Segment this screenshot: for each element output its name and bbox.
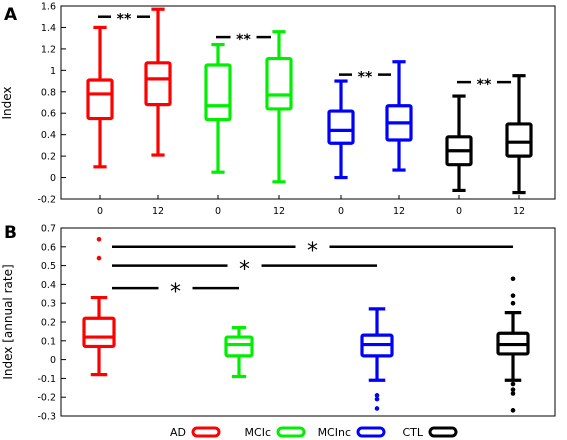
iqr-box (86, 78, 114, 121)
panel-b-ytick-label: 0.2 (41, 318, 56, 329)
legend-swatch (191, 426, 221, 438)
panel-b-ytick-label: -0.1 (37, 374, 56, 385)
legend-swatch (356, 426, 386, 438)
outlier-point (510, 391, 516, 396)
panel-a-ytick-label: 1.4 (41, 23, 56, 34)
panel-a-box-mcic (265, 30, 293, 184)
panel-b-ylabel: Index [annual rate] (1, 264, 15, 379)
outlier-point (510, 276, 516, 282)
panel-a-box-mcinc (385, 60, 413, 172)
panel-a-box-ad (86, 25, 114, 169)
iqr-box (327, 109, 355, 145)
sig-marker: ** (358, 70, 373, 86)
panel-b-boxes (82, 236, 530, 413)
panel-b-ytick-label: 0.6 (41, 242, 56, 253)
legend-item-ad: AD (170, 426, 221, 439)
outlier-point (510, 300, 516, 306)
sig-marker: ** (477, 77, 492, 93)
panel-a-box-ad (144, 7, 172, 157)
panel-b-letter: B (4, 223, 17, 243)
panel-a-ylabel: Index (0, 86, 14, 119)
panel-b-ytick-label: 0 (50, 355, 56, 366)
iqr-box (265, 56, 293, 111)
iqr-box (505, 122, 533, 158)
outlier-point (374, 393, 380, 398)
panel-a-ytick-label: 0 (50, 173, 56, 184)
panel-a-frame (60, 5, 556, 200)
panel-a-ytick-label: 1.6 (41, 2, 56, 13)
outlier-point (510, 408, 516, 413)
panel-a-xtick-label: 0 (456, 206, 462, 217)
panel-a-box-mcinc (327, 79, 355, 180)
panel-a-ytick-label: 0.4 (41, 130, 56, 141)
outlier-point (96, 255, 102, 261)
outlier-point (374, 396, 380, 402)
panel-b-box-ad (82, 236, 116, 377)
legend-item-mcic: MCIc (245, 426, 306, 439)
panel-a-ytick-label: 1.2 (41, 44, 56, 55)
legend-swatch (276, 426, 306, 438)
legend-label: MCIc (245, 426, 271, 439)
panel-b-ytick-label: 0.4 (41, 280, 56, 291)
panel-a-ytick-label: 0.6 (41, 109, 56, 120)
sig-marker: * (239, 258, 250, 283)
iqr-box (204, 63, 232, 122)
panel-a-box-ctl (505, 74, 533, 195)
legend-swatch (428, 426, 458, 438)
panel-b-y-axis: -0.3 -0.2 -0.1 0 0.1 0.2 0.3 0.4 0.5 0.6 0.7 (37, 224, 66, 423)
iqr-box (82, 316, 116, 349)
panel-b-ytick-label: 0.1 (41, 336, 56, 347)
panel-a-x-axis: 0 12 0 12 0 12 0 12 (97, 195, 525, 217)
outlier-point (96, 236, 102, 242)
sig-marker: ** (117, 12, 132, 28)
iqr-box (144, 61, 172, 107)
panel-a-xtick-label: 0 (338, 206, 344, 217)
sig-marker: * (170, 280, 181, 305)
outlier-point (510, 387, 516, 392)
panel-b-box-mcinc (360, 307, 394, 411)
panel-a-annotations: ** ** ** ** (98, 12, 511, 93)
panel-b-ytick-label: -0.2 (37, 393, 56, 404)
panel-a-box-ctl (445, 94, 473, 193)
legend-label: MCInc (318, 426, 351, 439)
panel-a-ytick-label: -0.2 (37, 195, 56, 206)
outlier-point (510, 293, 516, 298)
panel-a-boxes (86, 7, 533, 195)
iqr-box (224, 335, 254, 358)
panel-a-y-axis: -0.2 0 0.2 0.4 0.6 0.8 1 1.2 1.4 1.6 (37, 2, 66, 206)
outlier-point (510, 381, 516, 387)
panel-a-xtick-label: 12 (393, 206, 405, 217)
panel-a-ytick-label: 0.8 (41, 87, 56, 98)
legend-item-ctl: CTL (402, 426, 458, 439)
outlier-point (374, 406, 380, 411)
panel-a-xtick-label: 12 (513, 206, 525, 217)
legend-label: AD (170, 426, 186, 439)
panel-b-ytick-label: 0.3 (41, 299, 56, 310)
sig-marker: ** (236, 32, 251, 48)
panel-a-letter: A (4, 5, 18, 25)
panel-b-box-ctl (496, 276, 530, 413)
panel-a-xtick-label: 0 (97, 206, 103, 217)
panel-a-ytick-label: 1 (50, 66, 56, 77)
legend-item-mcinc: MCInc (318, 426, 386, 439)
legend: AD MCIc MCInc CTL (170, 426, 458, 439)
panel-b-box-mcic (224, 326, 254, 379)
panel-b-ytick-label: -0.3 (37, 412, 56, 423)
panel-a-ytick-label: 0.2 (41, 152, 56, 163)
panel-b-annotations: * * * (112, 239, 513, 305)
panel-b-ytick-label: 0.7 (41, 224, 56, 235)
panel-a-xtick-label: 0 (215, 206, 221, 217)
panel-a-box-mcic (204, 42, 232, 174)
panel-b-ytick-label: 0.5 (41, 261, 56, 272)
sig-marker: * (307, 239, 318, 264)
panel-a-xtick-label: 12 (152, 206, 164, 217)
legend-label: CTL (402, 426, 423, 439)
panel-a-xtick-label: 12 (273, 206, 285, 217)
